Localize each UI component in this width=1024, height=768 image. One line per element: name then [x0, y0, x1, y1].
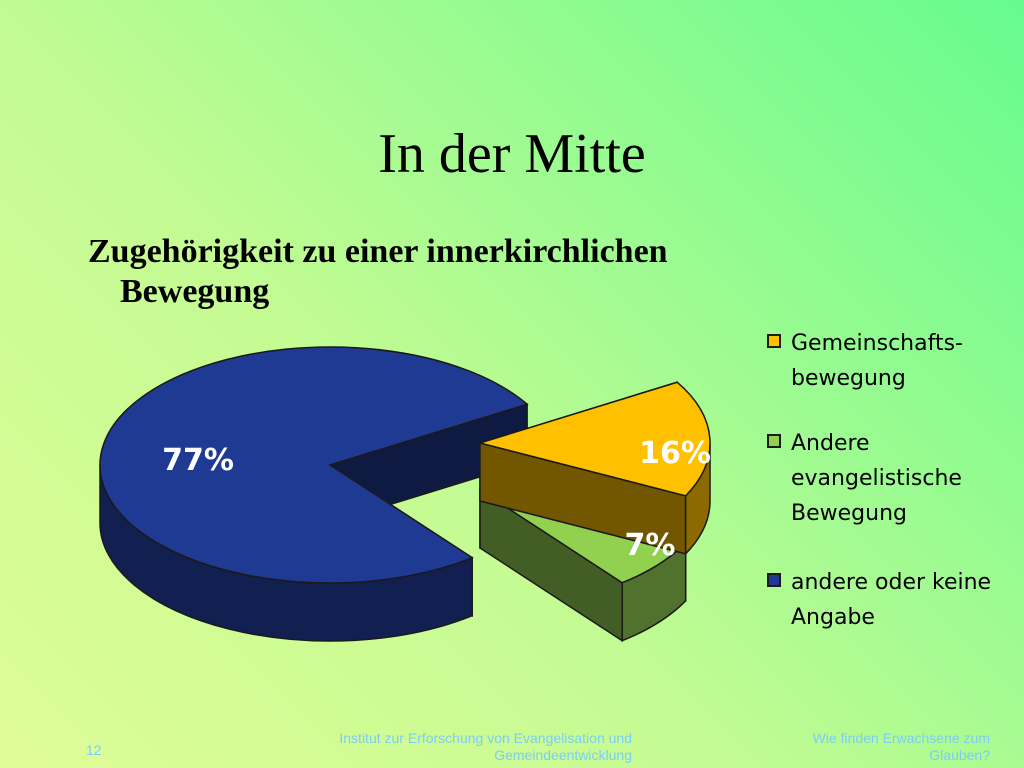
- legend-label-line: Angabe: [791, 605, 875, 630]
- legend-swatch-andere-oder-keine: [767, 573, 781, 587]
- pie-slice-andere-oder-keine: [99, 346, 529, 642]
- legend-item-andere-oder-keine-angabe: andere oder keine Angabe: [765, 565, 1015, 635]
- footer-institute: Institut zur Erforschung von Evangelisat…: [262, 730, 632, 764]
- pie-slice-top: [99, 346, 529, 584]
- data-label-andere-oder-keine: 77%: [162, 443, 234, 478]
- footer-institute-line-1: Institut zur Erforschung von Evangelisat…: [339, 730, 632, 746]
- legend-label-line: andere oder keine: [791, 570, 992, 595]
- pie-slice-gemeinschaftsbewegung: [477, 381, 711, 556]
- footer-title-line-1: Wie finden Erwachsene zum: [812, 730, 990, 746]
- subtitle-line-2: Bewegung: [120, 273, 270, 310]
- legend-label-line: Bewegung: [791, 501, 907, 526]
- data-label-andere-evangelistische: 7%: [625, 528, 676, 563]
- slide-subtitle: Zugehörigkeit zu einer innerkirchlichen …: [88, 232, 808, 312]
- legend-swatch-gemeinschaftsbewegung: [767, 334, 781, 348]
- footer-title-line-2: Glauben?: [929, 747, 990, 763]
- data-label-gemeinschaftsbewegung: 16%: [639, 436, 711, 471]
- legend-swatch-andere-evangelistische: [767, 434, 781, 448]
- legend-label-line: evangelistische: [791, 466, 962, 491]
- legend-label-line: Andere: [791, 431, 870, 456]
- pie-slice-top: [477, 381, 711, 497]
- chart-legend: Gemeinschafts- bewegung Andere evangelis…: [765, 326, 1015, 635]
- slide-title: In der Mitte: [378, 123, 646, 185]
- legend-label-line: bewegung: [791, 366, 906, 391]
- legend-item-andere-evangelistische-bewegung: Andere evangelistische Bewegung: [765, 426, 1015, 531]
- legend-label-line: Gemeinschafts-: [791, 331, 963, 356]
- footer-presentation-title: Wie finden Erwachsene zum Glauben?: [760, 730, 990, 764]
- footer-institute-line-2: Gemeindeentwicklung: [494, 747, 632, 763]
- legend-item-gemeinschaftsbewegung: Gemeinschafts- bewegung: [765, 326, 1015, 396]
- subtitle-line-1: Zugehörigkeit zu einer innerkirchlichen: [88, 233, 668, 270]
- slide-number: 12: [86, 742, 102, 758]
